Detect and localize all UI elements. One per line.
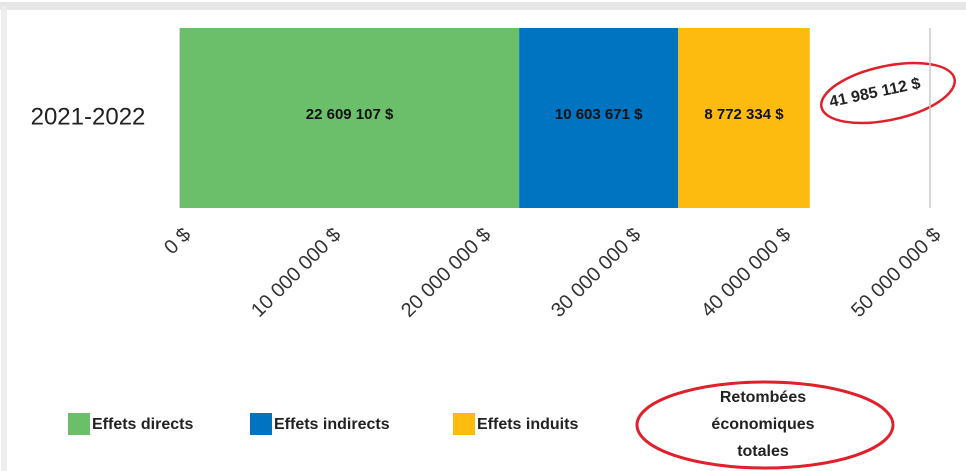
legend-label: Effets directs — [92, 416, 193, 433]
highlight-ellipse — [635, 380, 895, 470]
data-label: 10 603 671 $ — [555, 106, 643, 123]
legend-label: Effets induits — [477, 416, 578, 433]
annotation: totales — [737, 443, 789, 460]
data-label: 22 609 107 $ — [306, 106, 394, 123]
bar-segment — [180, 28, 520, 208]
legend-swatch — [453, 413, 475, 435]
legend-label: Effets indirects — [274, 416, 390, 433]
legend-swatch — [68, 413, 90, 435]
bar-segment — [519, 28, 679, 208]
bar-segment — [678, 28, 810, 208]
annotation: Retombées — [720, 389, 806, 406]
data-label: 8 772 334 $ — [704, 106, 784, 123]
highlight-ellipse — [819, 61, 957, 125]
annotation: économiques — [711, 416, 814, 433]
legend-swatch — [250, 413, 272, 435]
y-tick-label: 2021-2022 — [31, 103, 146, 130]
